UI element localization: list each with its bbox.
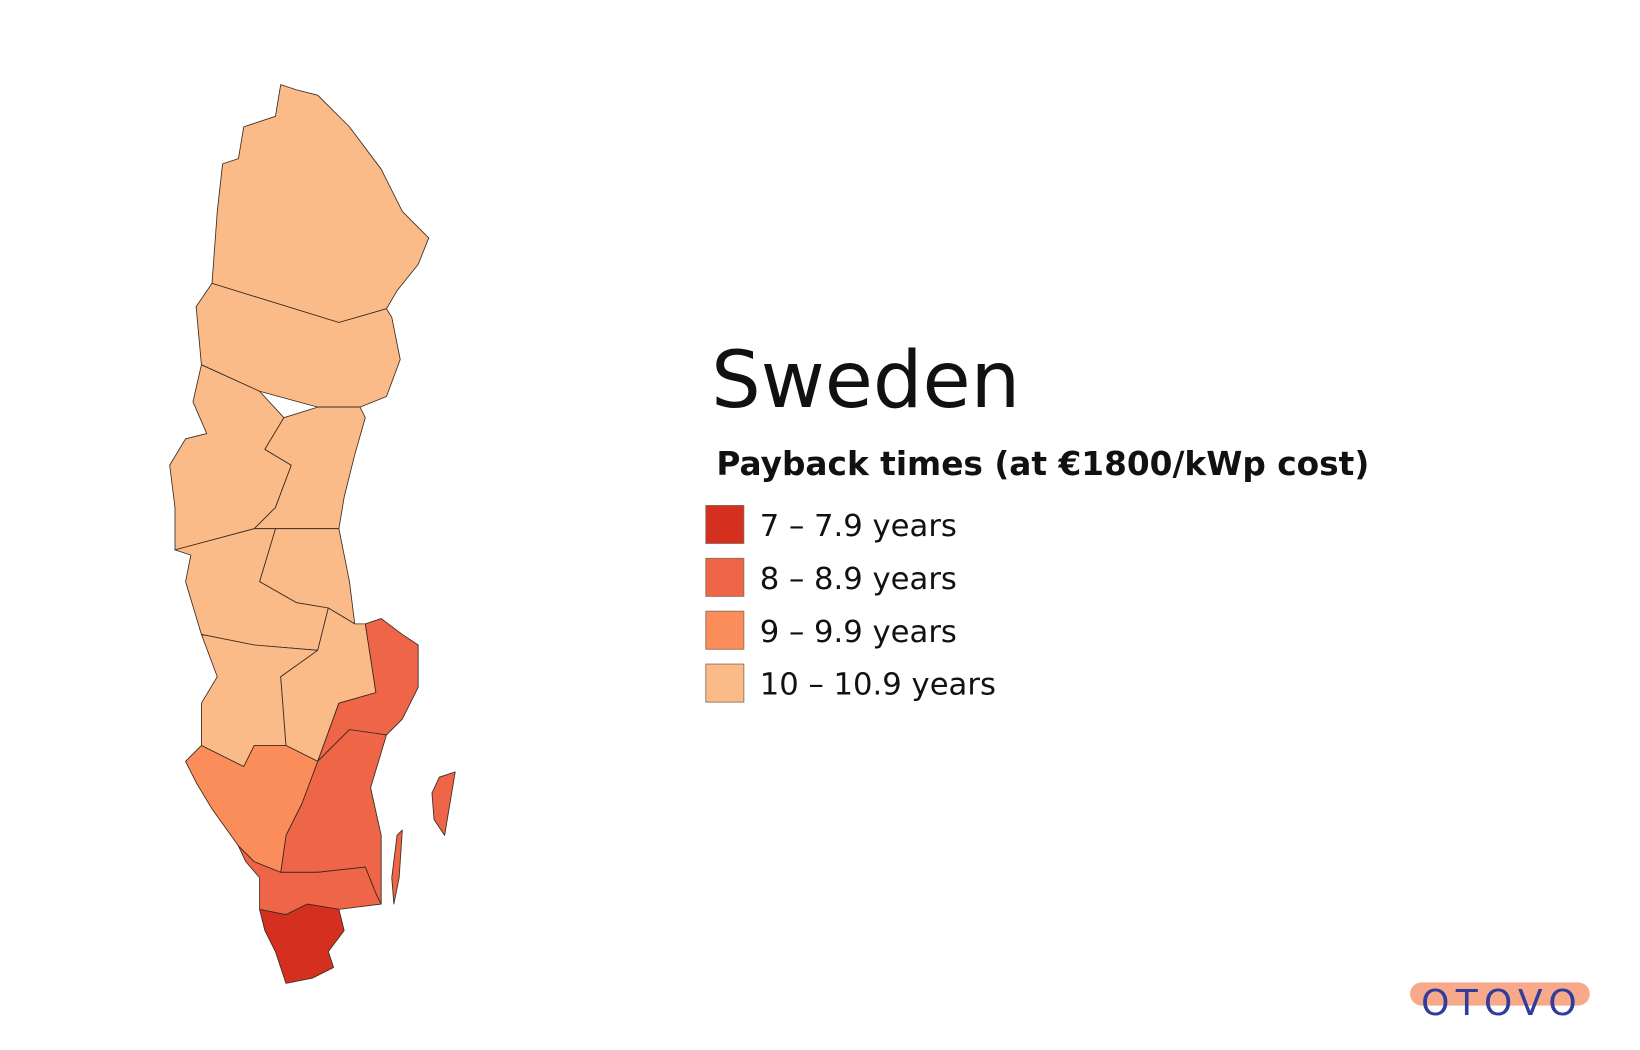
region xyxy=(195,282,401,408)
logo-highlight xyxy=(1410,982,1590,1006)
legend-label: 10 – 10.9 years xyxy=(760,668,996,703)
region xyxy=(238,845,382,916)
legend-swatch xyxy=(705,557,745,597)
legend: 7 – 7.9 years 8 – 8.9 years 9 – 9.9 years 1… xyxy=(705,505,996,703)
region xyxy=(391,829,403,905)
legend-label: 8 – 8.9 years xyxy=(760,562,957,597)
region xyxy=(211,84,430,323)
legend-swatch xyxy=(705,610,745,650)
title: Sweden xyxy=(711,335,1020,426)
legend-label: 9 – 9.9 years xyxy=(760,615,957,650)
region xyxy=(259,903,345,984)
region xyxy=(431,771,456,836)
legend-label: 7 – 7.9 years xyxy=(760,509,957,544)
logo: OTOVO xyxy=(1421,983,1583,1024)
subtitle: Payback times (at €1800/kWp cost) xyxy=(716,445,1369,483)
legend-swatch xyxy=(705,505,745,544)
region xyxy=(317,618,419,762)
legend-swatch xyxy=(705,663,745,703)
region xyxy=(185,745,319,873)
sweden-map xyxy=(169,84,456,984)
